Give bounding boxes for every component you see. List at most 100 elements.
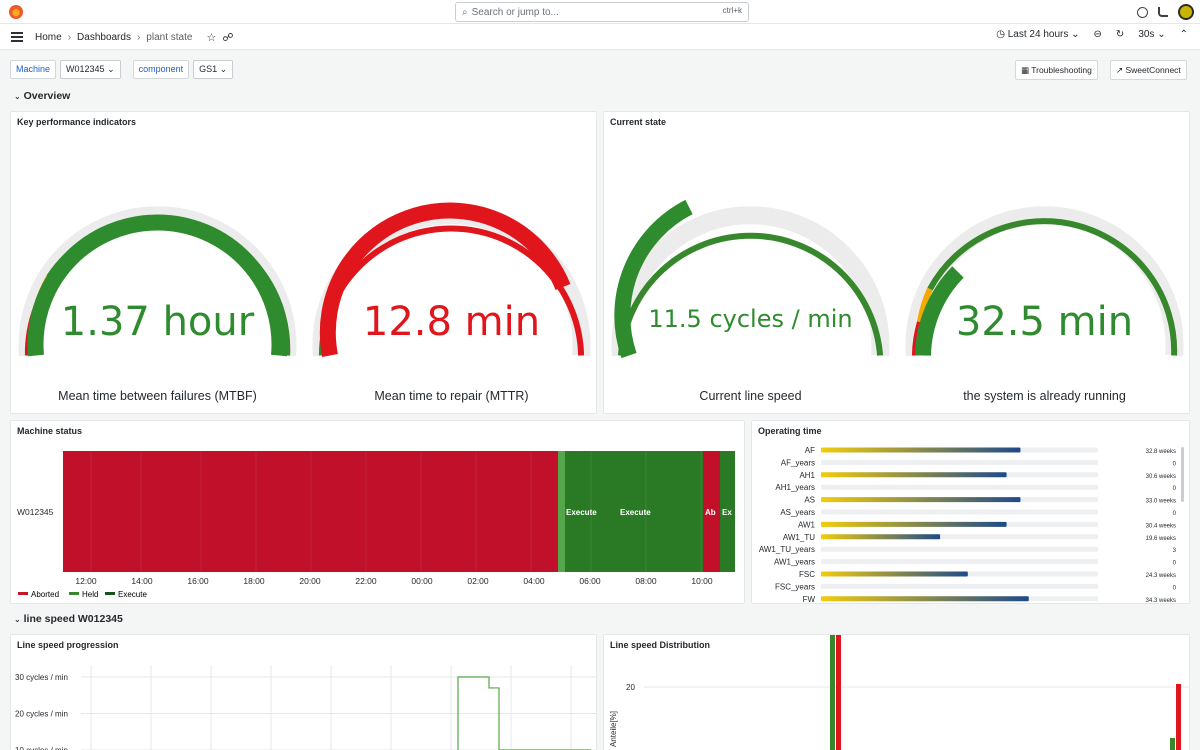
state-segment-execute[interactable]: [720, 451, 735, 572]
troubleshooting-button[interactable]: ▦ Troubleshooting: [1015, 60, 1098, 80]
operating-time-bar[interactable]: [821, 472, 1007, 478]
operating-time-track: [821, 559, 1098, 565]
machine-label: W012345: [17, 507, 54, 517]
legend-label[interactable]: Held: [82, 590, 98, 599]
operating-time-label: FSC_years: [775, 582, 815, 591]
time-tick: 12:00: [75, 576, 97, 586]
gauge-mtbf: 1.37 hour Mean time between failures (MT…: [11, 167, 304, 407]
grafana-logo-icon[interactable]: [9, 5, 23, 19]
operating-time-value: 19.6 weeks: [1146, 536, 1176, 542]
operating-time-bar[interactable]: [821, 534, 941, 540]
panel-title: Machine status: [17, 426, 83, 436]
external-link-icon: ↗: [1116, 65, 1124, 75]
legend-swatch-held: [69, 592, 79, 595]
gauge-mttr: 12.8 min Mean time to repair (MTTR): [305, 167, 598, 407]
share-icon[interactable]: ☍: [222, 32, 234, 44]
state-segment-aborted[interactable]: [63, 451, 558, 572]
row-line-speed[interactable]: ⌄ line speed W012345: [14, 613, 123, 625]
gauge-running-time-value: 32.5 min: [955, 299, 1134, 345]
panel-title: Line speed Distribution: [610, 640, 711, 650]
time-range-label: Last 24 hours: [1007, 29, 1069, 40]
operating-time-label: AW1_TU: [783, 533, 815, 542]
refresh-interval-picker[interactable]: 30s ⌄: [1138, 29, 1165, 40]
operating-time-value: 33.0 weeks: [1146, 499, 1176, 505]
row-line-speed-title: line speed W012345: [23, 613, 123, 625]
star-icon[interactable]: ☆: [206, 32, 217, 44]
distribution-bar[interactable]: [836, 635, 841, 750]
search-input[interactable]: ⌕ Search or jump to... ctrl+k: [455, 2, 749, 22]
time-tick: 18:00: [243, 576, 265, 586]
breadcrumb-home[interactable]: Home: [35, 32, 62, 43]
operating-time-label: FSC: [799, 570, 815, 579]
time-tick: 10:00: [691, 576, 713, 586]
operating-time-value: 30.6 weeks: [1146, 474, 1176, 480]
y-tick-label: 20: [626, 683, 635, 692]
gauge-running-time-caption: the system is already running: [963, 389, 1126, 403]
search-placeholder: Search or jump to...: [471, 6, 559, 18]
panel-machine-status: Machine status W012345 Execute Execute A…: [10, 420, 745, 604]
variable-label-component: component: [132, 60, 190, 79]
chevron-down-icon: ⌄: [1071, 29, 1080, 40]
operating-time-bar[interactable]: [821, 521, 1007, 527]
distribution-bar[interactable]: [1176, 684, 1181, 750]
zoom-out-icon[interactable]: ⊖: [1093, 29, 1102, 40]
time-tick: 22:00: [355, 576, 377, 586]
scrollbar[interactable]: [1181, 447, 1184, 502]
panel-line-speed-progression: Line speed progression 30 cycles / min 20…: [10, 634, 597, 750]
segment-label: Execute: [620, 508, 651, 517]
gauge-running-time-value-arc: [915, 266, 964, 356]
panel-title: Key performance indicators: [17, 117, 137, 127]
operating-time-label: AF: [805, 446, 815, 455]
operating-time-track: [821, 459, 1098, 465]
machine-select[interactable]: W012345 ⌄: [60, 60, 121, 79]
state-segment-aborted[interactable]: [703, 451, 720, 572]
operating-time-track: [821, 583, 1098, 589]
line-speed-chart: 30 cycles / min 20 cycles / min 10 cycles …: [11, 665, 596, 750]
news-rss-icon[interactable]: [1158, 7, 1168, 17]
operating-time-track: [821, 509, 1098, 515]
operating-time-track: [821, 484, 1098, 490]
state-segment-execute[interactable]: [565, 451, 618, 572]
state-segment-execute[interactable]: [618, 451, 703, 572]
operating-time-label: AH1_years: [775, 483, 815, 492]
refresh-icon[interactable]: ↻: [1115, 29, 1125, 40]
legend-label[interactable]: Aborted: [31, 590, 59, 599]
variable-label-machine: Machine: [10, 60, 57, 79]
panel-kpi: Key performance indicators 1.37 hour Mea…: [10, 111, 597, 414]
state-segment-held[interactable]: [558, 451, 565, 572]
breadcrumb-dashboards[interactable]: Dashboards: [77, 32, 131, 43]
operating-time-value: 3: [1173, 548, 1177, 554]
distribution-bar[interactable]: [830, 635, 835, 750]
collapse-icon[interactable]: ⌃: [1179, 29, 1188, 40]
sweetconnect-button[interactable]: ↗ SweetConnect: [1110, 60, 1187, 80]
distribution-bar[interactable]: [1170, 738, 1175, 750]
avatar[interactable]: [1178, 4, 1194, 20]
operating-time-label: AW1_years: [774, 558, 815, 567]
segment-label: Execute: [566, 508, 597, 517]
gauge-line-speed-value-arc: [614, 199, 693, 359]
row-overview[interactable]: ⌄ Overview: [14, 90, 70, 102]
operating-time-value: 0: [1173, 486, 1177, 492]
breadcrumb-current: plant state: [146, 32, 193, 43]
chevron-right-icon: ›: [136, 32, 141, 43]
time-picker[interactable]: ◷ Last 24 hours ⌄: [996, 29, 1079, 40]
gauge-line-speed-caption: Current line speed: [699, 389, 802, 403]
gauge-running-time: 32.5 min the system is already running: [898, 167, 1191, 407]
panel-title: Current state: [610, 117, 667, 127]
line-speed-series[interactable]: [11, 676, 591, 750]
operating-time-value: 0: [1173, 585, 1177, 591]
operating-time-bar[interactable]: [821, 571, 968, 577]
segment-label: Ab: [705, 508, 716, 517]
operating-time-bar[interactable]: [821, 596, 1029, 602]
component-select-value: GS1: [199, 64, 218, 74]
operating-time-bar[interactable]: [821, 497, 1021, 503]
top-bar: ⌕ Search or jump to... ctrl+k: [0, 0, 1200, 24]
menu-icon[interactable]: [11, 32, 23, 42]
help-icon[interactable]: [1137, 6, 1148, 18]
component-select[interactable]: GS1 ⌄: [193, 60, 234, 79]
chevron-down-icon: ⌄: [14, 92, 21, 101]
legend-label[interactable]: Execute: [118, 590, 147, 599]
operating-time-bar[interactable]: [821, 447, 1021, 453]
y-tick-label: 30 cycles / min: [15, 673, 68, 682]
legend-swatch-execute: [105, 592, 115, 595]
